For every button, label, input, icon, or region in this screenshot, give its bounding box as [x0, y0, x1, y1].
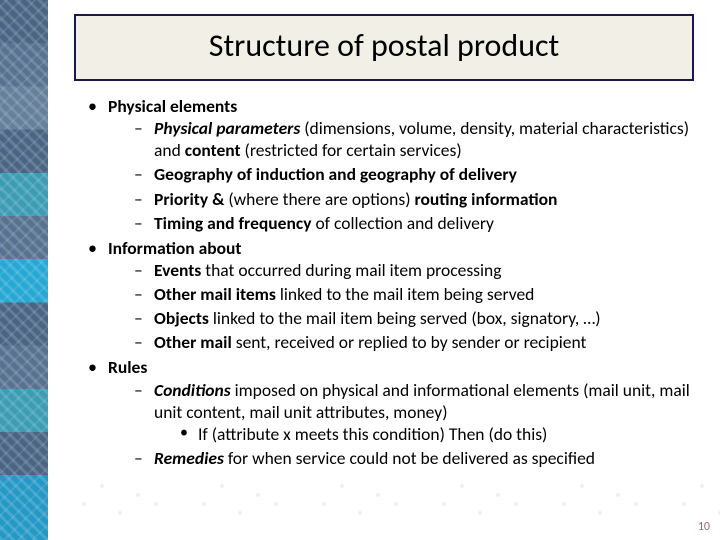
dash-item-text: Other mail sent, received or replied to …	[154, 331, 586, 353]
section-head: Physical elements	[108, 95, 237, 117]
dash-item-text: Priority & (where there are options) rou…	[154, 188, 557, 210]
title-box: Structure of postal product	[74, 14, 694, 81]
dash-item: Events that occurred during mail item pr…	[134, 259, 702, 281]
dash-item: Priority & (where there are options) rou…	[134, 188, 702, 210]
dash-item-text: Conditions imposed on physical and infor…	[154, 379, 690, 423]
sub-bullet-list: If (attribute x meets this condition) Th…	[154, 423, 702, 445]
dash-item-text: Timing and frequency of collection and d…	[154, 212, 494, 234]
dash-item: Physical parameters (dimensions, volume,…	[134, 117, 702, 161]
dash-list: Physical parameters (dimensions, volume,…	[108, 117, 702, 233]
dash-list: Events that occurred during mail item pr…	[108, 259, 702, 353]
outline-list: Physical elementsPhysical parameters (di…	[66, 95, 702, 469]
dash-item: Remedies for when service could not be d…	[134, 447, 702, 469]
outline-section: Rules Conditions imposed on physical and …	[88, 356, 702, 469]
dash-item: Other mail sent, received or replied to …	[134, 331, 702, 353]
dash-item-text: Remedies for when service could not be d…	[154, 447, 595, 469]
slide-title: Structure of postal product	[94, 26, 674, 65]
outline-section: Physical elementsPhysical parameters (di…	[88, 95, 702, 234]
dash-item-text: Events that occurred during mail item pr…	[154, 259, 501, 281]
dash-item: Geography of induction and geography of …	[134, 163, 702, 185]
sub-bullet-item: If (attribute x meets this condition) Th…	[180, 423, 702, 445]
dash-item-text: Objects linked to the mail item being se…	[154, 307, 601, 329]
page-number: 10	[698, 520, 710, 534]
dash-item: Timing and frequency of collection and d…	[134, 212, 702, 234]
dash-item-text: Physical parameters (dimensions, volume,…	[154, 117, 689, 161]
dash-item-text: Other mail items linked to the mail item…	[154, 283, 534, 305]
dash-item: Conditions imposed on physical and infor…	[134, 379, 702, 445]
slide-content: Structure of postal product Physical ele…	[48, 0, 720, 540]
dash-list: Conditions imposed on physical and infor…	[108, 379, 702, 469]
dash-item: Objects linked to the mail item being se…	[134, 307, 702, 329]
dash-item: Other mail items linked to the mail item…	[134, 283, 702, 305]
outline-section: Information aboutEvents that occurred du…	[88, 237, 702, 354]
section-head: Information about	[108, 237, 241, 259]
dash-item-text: Geography of induction and geography of …	[154, 163, 517, 185]
decorative-sidebar	[0, 0, 48, 540]
section-head: Rules	[108, 356, 147, 378]
